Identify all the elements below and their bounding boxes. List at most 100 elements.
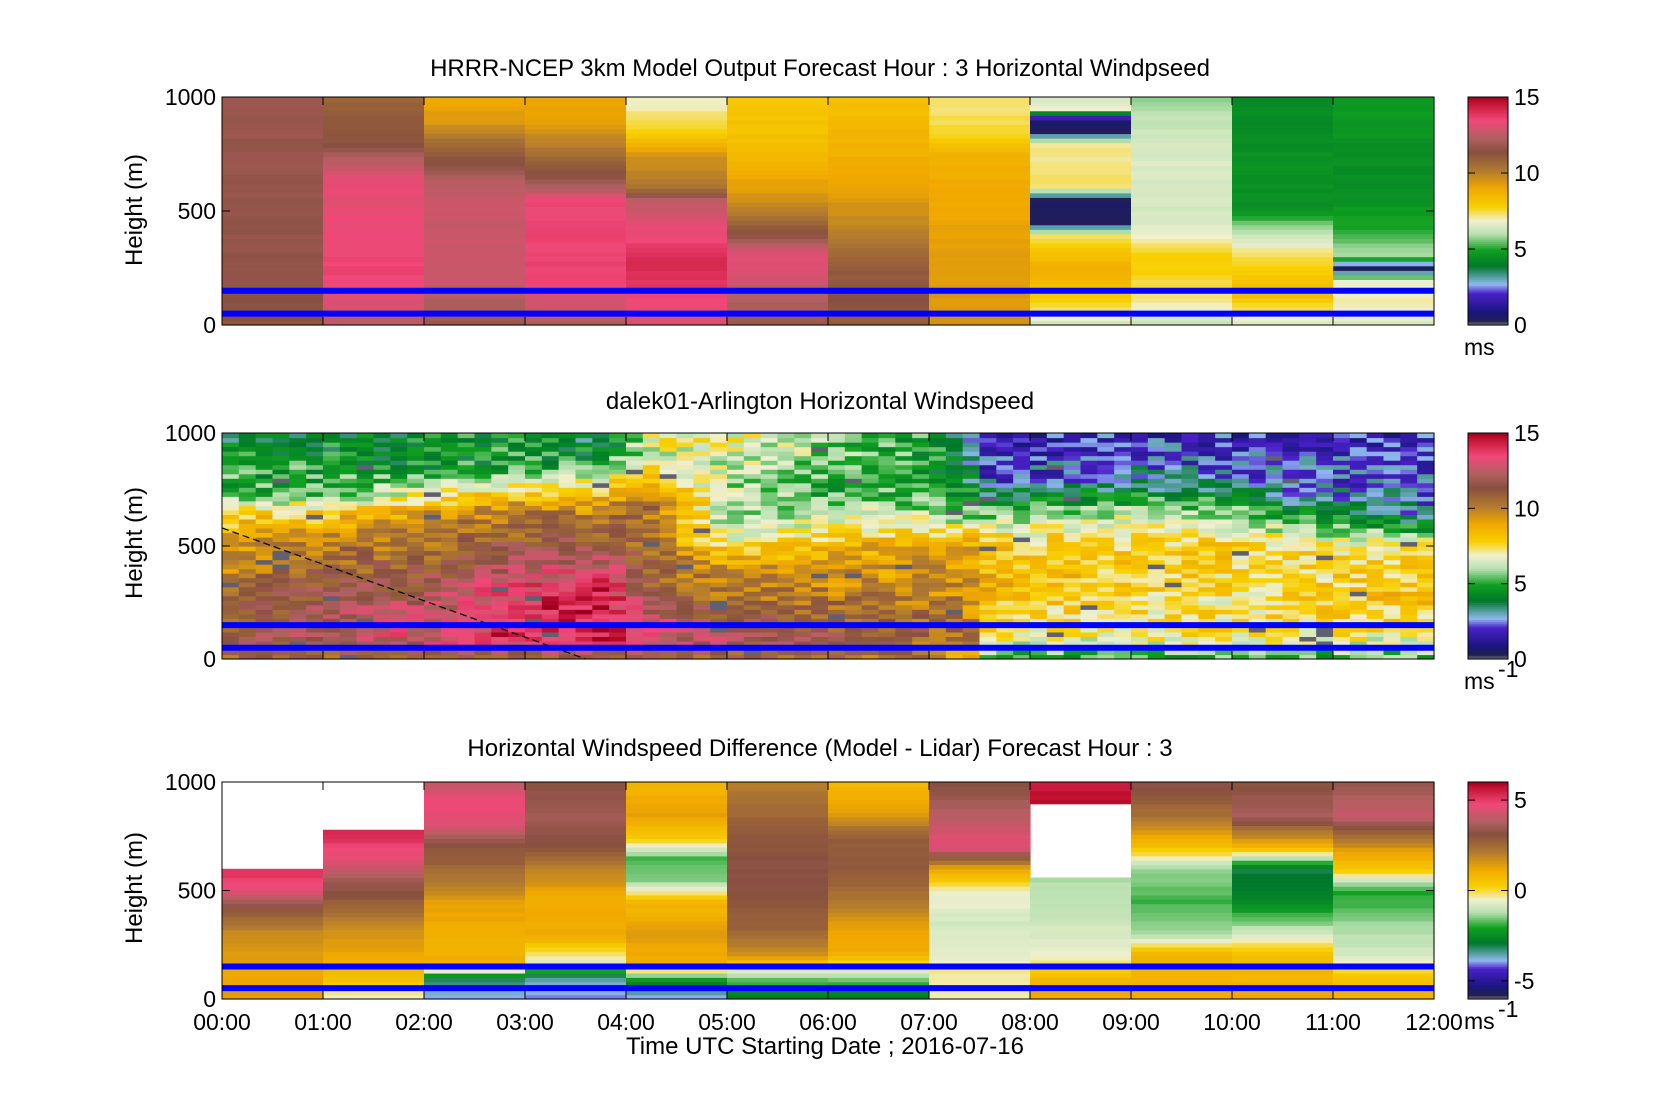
colorbar-segment [1468,161,1508,165]
heatmap-cell [727,297,829,303]
heatmap-cell [828,265,930,271]
heatmap-cell [727,990,829,996]
heatmap-cell [828,855,930,861]
heatmap-cell [1080,627,1098,633]
heatmap-cell [1013,613,1031,619]
heatmap-cell [1147,654,1166,660]
heatmap-cell [1147,514,1166,520]
lidar-profile [289,433,307,660]
heatmap-cell [1080,437,1098,443]
heatmap-cell [676,627,694,633]
heatmap-cell [424,886,526,892]
heatmap-cell [508,437,526,443]
heatmap-cell [1063,546,1082,552]
heatmap-cell [525,110,627,116]
heatmap-cell [1265,509,1284,515]
heatmap-cell [1131,215,1233,221]
heatmap-cell [323,938,425,944]
heatmap-cell [1232,640,1250,647]
heatmap-cell [1181,577,1199,583]
heatmap-cell [626,211,728,217]
heatmap-cell [1232,600,1250,606]
heatmap-cell [1131,654,1149,660]
heatmap-cell [306,618,324,624]
heatmap-cell [1063,532,1082,538]
heatmap-cell [1333,487,1351,493]
heatmap-cell [861,518,880,524]
heatmap-cell [1131,437,1149,443]
heatmap-cell [626,119,728,125]
heatmap-cell [996,631,1014,637]
heatmap-cell [676,654,694,660]
heatmap-cell [592,469,610,475]
heatmap-cell [1046,460,1065,466]
heatmap-cell [457,460,476,466]
heatmap-cell [222,270,324,276]
heatmap-cell [1046,514,1065,520]
heatmap-cell [424,955,526,961]
heatmap-cell [1248,469,1267,475]
heatmap-cell [727,124,829,130]
colorbar-segment [1468,220,1508,223]
heatmap-cell [424,197,526,203]
heatmap-cell [1232,270,1334,276]
heatmap-cell [1013,482,1031,488]
heatmap-cell [1366,455,1385,461]
heatmap-cell [525,220,627,226]
heatmap-cell [390,555,408,561]
heatmap-cell [693,518,711,524]
heatmap-cell [407,577,425,583]
heatmap-cell [929,302,1031,308]
heatmap-cell [929,920,1031,926]
heatmap-cell [710,636,728,642]
heatmap-cell [1030,101,1132,107]
heatmap-cell [1215,591,1233,597]
heatmap-cell [727,138,829,144]
heatmap-cell [828,938,930,944]
heatmap-cell [642,541,661,547]
colorbar-segment [1468,195,1508,199]
heatmap-cell [575,496,593,502]
heatmap-cell [306,455,324,461]
heatmap-cell [861,613,880,619]
heatmap-cell [929,591,947,597]
heatmap-cell [323,899,425,905]
heatmap-cell [525,564,543,570]
heatmap-cell [457,514,476,520]
heatmap-cell [1265,640,1284,647]
heatmap-cell [407,536,425,543]
heatmap-cell [457,555,476,561]
heatmap-cell [1114,509,1132,515]
heatmap-cell [1333,183,1435,189]
heatmap-cell [962,473,981,479]
heatmap-cell [323,156,425,162]
heatmap-cell [1215,518,1233,524]
heatmap-cell [727,946,829,952]
heatmap-cell [1265,604,1284,610]
lidar-profile [895,433,913,660]
heatmap-cell [777,577,795,583]
heatmap-cell [1080,451,1098,457]
heatmap-cell [323,469,341,475]
heatmap-cell [626,261,728,267]
colorbar-tick-label: 15 [1514,420,1540,446]
heatmap-cell [626,951,728,957]
heatmap-cell [1147,509,1166,515]
heatmap-cell [323,514,341,520]
heatmap-cell [1131,97,1233,103]
heatmap-cell [289,437,307,443]
colorbar-segment [1468,222,1508,225]
heatmap-cell [626,509,644,515]
heatmap-cell [390,442,408,448]
heatmap-cell [828,972,930,978]
heatmap-cell [1131,487,1149,493]
heatmap-cell [828,106,930,112]
heatmap-cell [255,555,274,561]
heatmap-cell [626,555,644,561]
heatmap-cell [929,169,1031,176]
heatmap-cell [1299,640,1317,647]
heatmap-cell [760,582,779,588]
heatmap-cell [743,636,762,642]
heatmap-cell [1366,595,1385,601]
heatmap-cell [844,478,863,484]
